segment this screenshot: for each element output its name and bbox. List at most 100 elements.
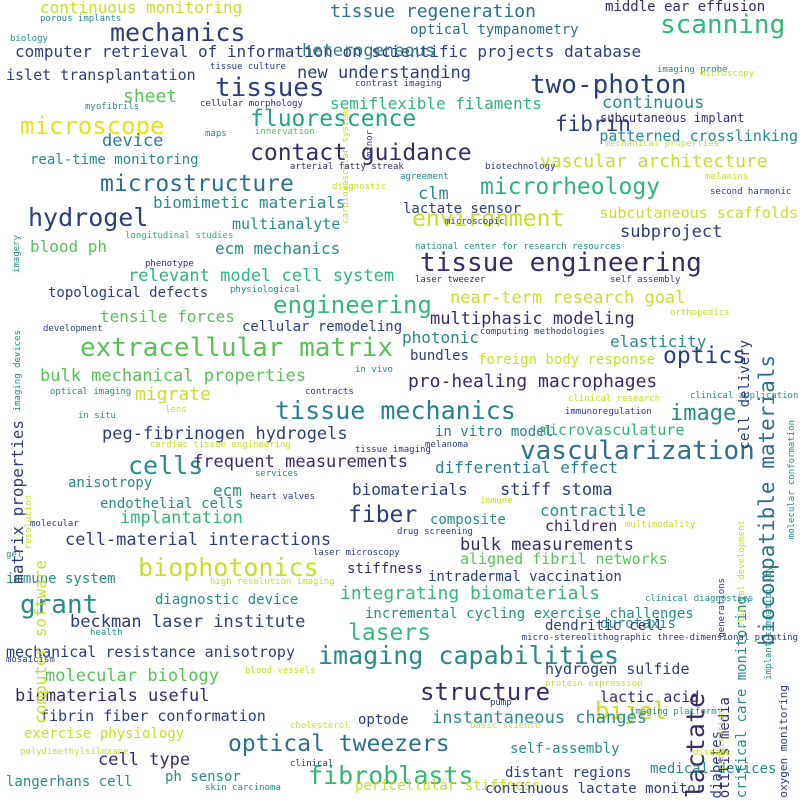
word-term: melanoma <box>425 440 469 450</box>
word-term: bijel <box>595 697 668 725</box>
word-term: image <box>670 401 737 426</box>
word-term: generations <box>717 578 727 638</box>
word-term: tissue engineering <box>420 248 702 278</box>
word-term: ecm mechanics <box>215 239 341 258</box>
word-term: imaging platform <box>630 707 717 717</box>
word-term: integrating biomaterials <box>340 583 601 604</box>
word-term: middle ear effusion <box>605 0 766 15</box>
word-term: clinical <box>290 759 334 769</box>
word-term: fibrin <box>555 112 631 136</box>
word-term: children <box>545 517 618 535</box>
word-term: vascular architecture <box>540 151 768 172</box>
word-term: health <box>90 628 123 638</box>
word-term: fibroblasts <box>308 761 474 790</box>
word-term: optics <box>663 343 747 369</box>
word-term: pump <box>490 698 512 708</box>
word-term: physiological <box>230 285 301 295</box>
word-term: oxygen monitoring <box>777 685 790 798</box>
word-term: lasers <box>348 620 432 646</box>
word-term: medical devices <box>650 761 777 777</box>
word-term: bulk mechanical properties <box>40 366 307 386</box>
word-term: continuous lactate monitor <box>485 781 705 797</box>
word-term: lactic acid <box>600 688 700 706</box>
word-term: hydrogen sulfide <box>545 660 690 678</box>
word-term: contracts <box>305 387 354 397</box>
word-term: scanning <box>660 10 786 40</box>
word-term: porous implants <box>40 14 122 24</box>
word-term: frequent measurements <box>193 452 408 472</box>
word-term: innervation <box>255 127 315 137</box>
word-term: stiff stoma <box>500 480 613 500</box>
word-term: continuous monitoring <box>40 0 243 17</box>
word-term: differential effect <box>435 458 619 477</box>
word-term: optode <box>358 712 409 728</box>
word-term: polydimethylsiloxane <box>20 747 129 757</box>
word-term: molecular <box>30 519 79 529</box>
word-term: lens <box>165 405 187 415</box>
word-term: self-assembly <box>510 741 620 757</box>
word-term: dendritic cell <box>545 618 664 634</box>
word-term: relevant model cell system <box>128 266 395 286</box>
word-term: stiffness <box>347 561 423 577</box>
word-term: in vitro model <box>435 424 554 440</box>
word-term: protein expression <box>545 679 643 689</box>
word-term: intradermal vaccination <box>428 569 622 585</box>
word-term: melanins <box>705 172 749 182</box>
word-term: device <box>102 131 164 151</box>
word-term: durotaxis <box>600 616 676 632</box>
word-term: subproject <box>620 222 723 242</box>
word-term: two-photon <box>530 70 687 100</box>
word-term: clinical application <box>690 391 799 401</box>
word-term: islet transplantation <box>6 66 196 84</box>
word-term: services <box>255 469 299 479</box>
word-term: cell-material interactions <box>65 530 332 550</box>
word-term: environment <box>412 206 565 232</box>
word-term: immunoregulation <box>565 407 652 417</box>
word-term: near-term research goal <box>450 288 686 308</box>
word-term: laser tweezer <box>415 275 486 285</box>
word-term: high resolution imaging <box>210 577 335 587</box>
word-term: tissues <box>215 73 325 103</box>
word-term: topological defects <box>48 285 209 301</box>
word-term: tensile forces <box>100 307 235 326</box>
word-term: fluorescence <box>250 106 417 132</box>
word-term: computing methodologies <box>480 327 605 337</box>
word-term: peg-fibrinogen hydrogels <box>102 424 348 444</box>
word-term: optical tweezers <box>228 731 450 757</box>
word-term: pericellular stiffness <box>355 778 541 794</box>
word-term: clinical research <box>568 394 661 404</box>
word-term: biomimetic materials <box>153 193 346 212</box>
word-term: microrheology <box>480 174 661 200</box>
word-term: tissue mechanics <box>275 396 516 425</box>
word-term: biology <box>10 34 48 44</box>
word-term: foreign body response <box>478 352 656 368</box>
word-term: tissue regeneration <box>330 1 536 22</box>
word-term: agreement <box>400 172 449 182</box>
word-term: langerhans cell <box>6 774 133 790</box>
word-term: elasticity <box>610 332 707 351</box>
word-term: new understanding <box>297 63 471 83</box>
word-term: pro-healing macrophages <box>408 371 658 392</box>
word-term: phenotype <box>145 259 194 269</box>
word-term: tissue culture <box>210 62 286 72</box>
word-term: penetration <box>717 710 727 770</box>
word-term: subcutaneous implant <box>600 111 745 125</box>
word-term: cells <box>128 451 204 480</box>
word-term: mechanics <box>110 18 246 47</box>
word-term: vascularization <box>520 436 755 466</box>
word-term: semiflexible filaments <box>330 94 542 113</box>
word-term: fibrin fiber conformation <box>40 707 266 725</box>
word-term: exercise physiology <box>24 726 185 742</box>
word-term: imagery <box>12 235 22 273</box>
word-term: subcutaneous scaffolds <box>599 204 798 222</box>
word-term: in situ <box>78 411 116 421</box>
word-term: beckman laser institute <box>70 612 306 632</box>
word-term: mosaicism <box>6 655 55 665</box>
word-term: microstructure <box>100 171 294 197</box>
word-term: real-time monitoring <box>30 152 199 168</box>
word-term: biophotonics <box>138 553 319 582</box>
word-term: patterned crosslinking <box>599 127 798 145</box>
word-term: contractile <box>540 501 646 520</box>
word-term: diagnostic device <box>155 592 299 608</box>
